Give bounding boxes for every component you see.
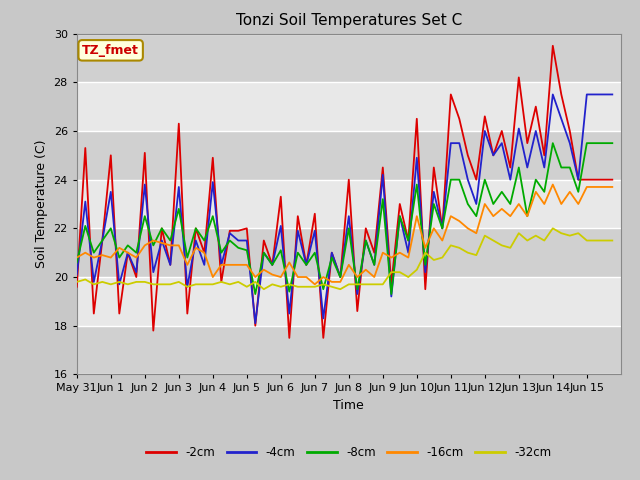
-32cm <box>303 284 310 289</box>
-2cm <box>345 177 353 182</box>
-16cm <box>430 226 438 231</box>
-32cm <box>260 286 268 292</box>
Title: Tonzi Soil Temperatures Set C: Tonzi Soil Temperatures Set C <box>236 13 462 28</box>
-4cm <box>141 181 148 187</box>
-4cm <box>379 172 387 178</box>
-8cm <box>303 262 310 268</box>
-2cm <box>609 177 616 182</box>
Bar <box>77 180 621 228</box>
-2cm <box>430 165 438 170</box>
-16cm <box>345 262 353 268</box>
Bar <box>77 131 621 180</box>
-4cm <box>303 262 310 268</box>
-8cm <box>430 201 438 207</box>
Y-axis label: Soil Temperature (C): Soil Temperature (C) <box>35 140 48 268</box>
-32cm <box>345 281 353 287</box>
Bar <box>77 34 621 82</box>
-32cm <box>141 279 148 285</box>
-8cm <box>422 262 429 268</box>
Line: -32cm: -32cm <box>77 228 612 289</box>
-4cm <box>73 272 81 277</box>
-2cm <box>379 165 387 170</box>
-8cm <box>609 140 616 146</box>
-4cm <box>430 189 438 195</box>
Line: -2cm: -2cm <box>77 46 612 338</box>
Bar <box>77 277 621 326</box>
-4cm <box>252 321 259 326</box>
Line: -16cm: -16cm <box>77 184 612 284</box>
X-axis label: Time: Time <box>333 399 364 412</box>
-32cm <box>430 257 438 263</box>
-2cm <box>303 262 310 268</box>
-16cm <box>609 184 616 190</box>
-4cm <box>422 269 429 275</box>
-8cm <box>345 226 353 231</box>
-4cm <box>549 92 557 97</box>
Bar <box>77 82 621 131</box>
-2cm <box>549 43 557 48</box>
Bar <box>77 326 621 374</box>
-32cm <box>549 226 557 231</box>
-8cm <box>141 213 148 219</box>
-2cm <box>73 284 81 289</box>
Line: -4cm: -4cm <box>77 95 612 324</box>
-16cm <box>73 255 81 261</box>
-8cm <box>252 291 259 297</box>
-4cm <box>345 213 353 219</box>
-16cm <box>141 242 148 248</box>
-32cm <box>422 250 429 255</box>
-2cm <box>422 286 429 292</box>
-2cm <box>285 335 293 341</box>
-8cm <box>379 196 387 202</box>
-8cm <box>73 260 81 265</box>
Text: TZ_fmet: TZ_fmet <box>82 44 139 57</box>
-32cm <box>379 281 387 287</box>
-16cm <box>422 245 429 251</box>
-16cm <box>379 250 387 255</box>
-8cm <box>549 140 557 146</box>
-16cm <box>311 281 319 287</box>
-32cm <box>73 279 81 285</box>
-4cm <box>609 92 616 97</box>
-16cm <box>549 181 557 187</box>
-2cm <box>141 150 148 156</box>
-16cm <box>294 274 301 280</box>
Legend: -2cm, -4cm, -8cm, -16cm, -32cm: -2cm, -4cm, -8cm, -16cm, -32cm <box>141 442 556 464</box>
Line: -8cm: -8cm <box>77 143 612 294</box>
-32cm <box>609 238 616 243</box>
Bar <box>77 228 621 277</box>
